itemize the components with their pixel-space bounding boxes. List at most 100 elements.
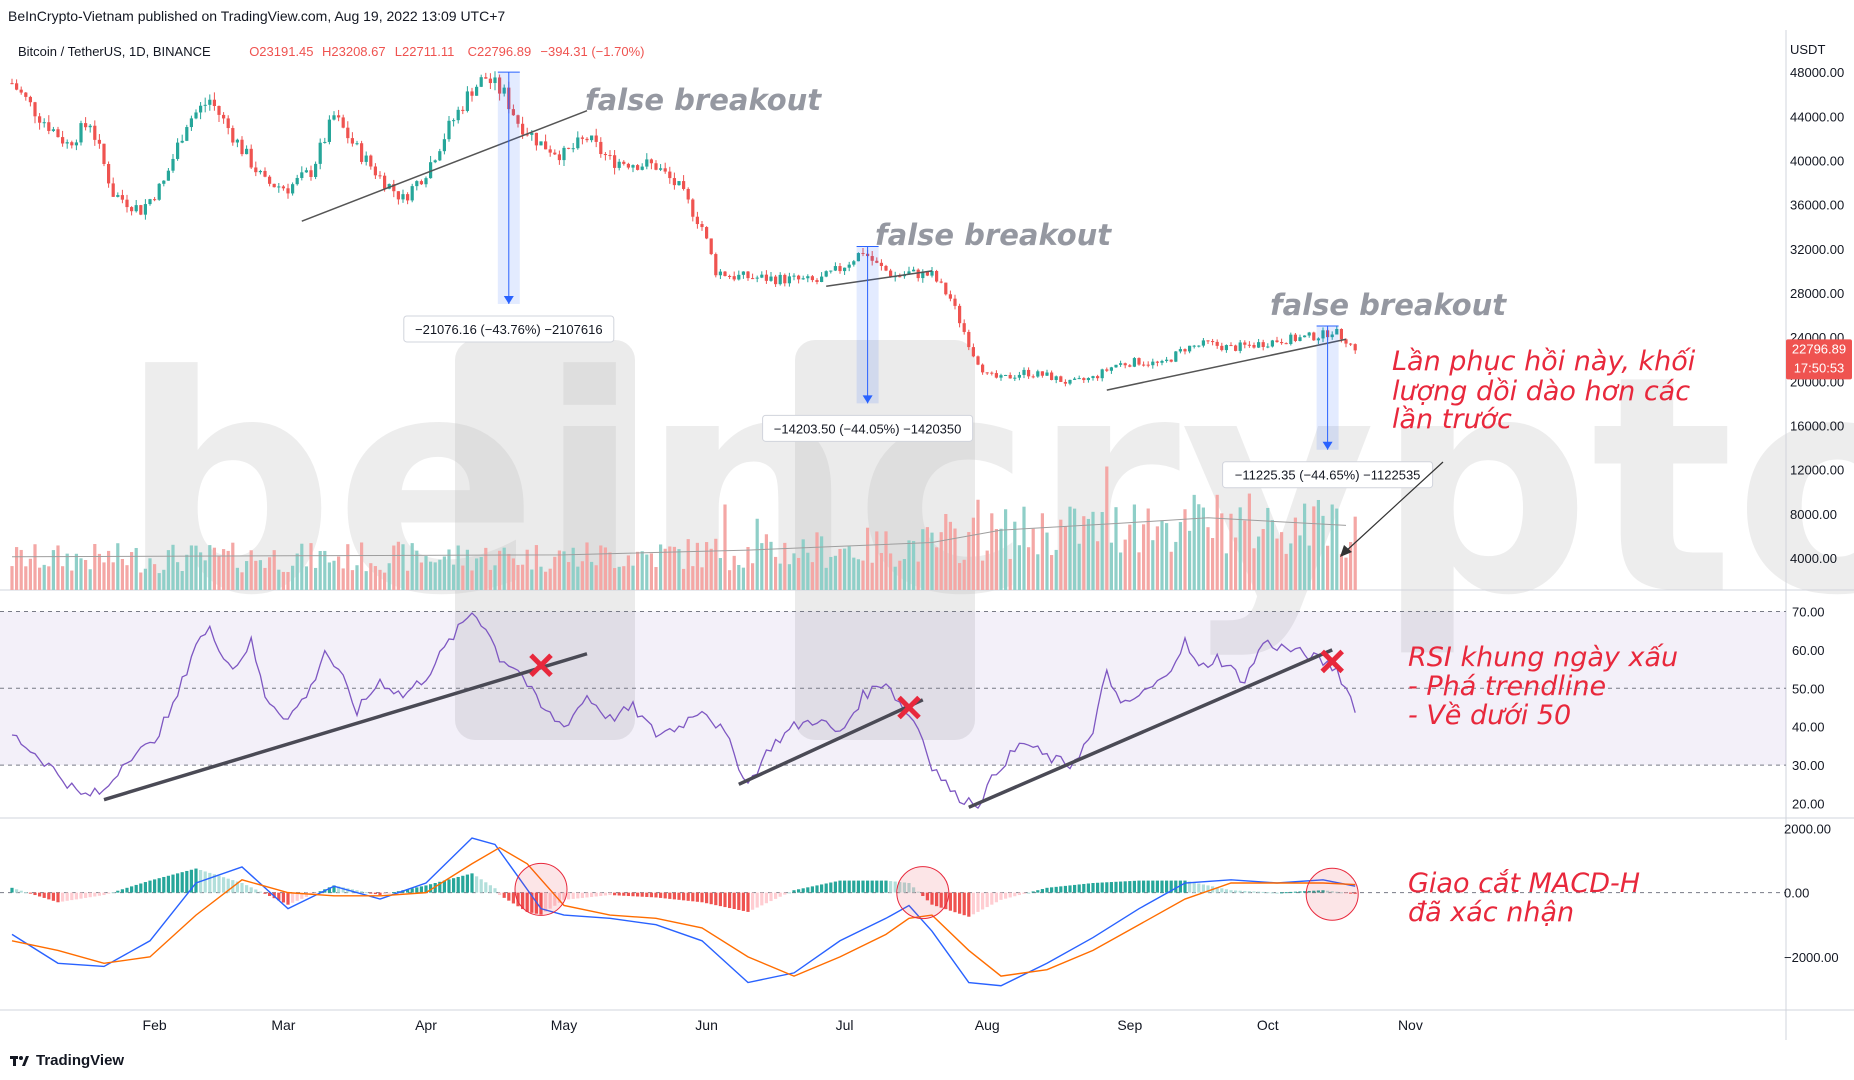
- macd-histogram-bar: [70, 892, 74, 901]
- false-breakout-label-2: false breakout: [875, 218, 1112, 252]
- macd-histogram-bar: [507, 892, 511, 901]
- candle-body: [1054, 376, 1058, 380]
- volume-bar: [226, 550, 230, 590]
- macd-histogram-bar: [61, 892, 65, 902]
- candle-body: [323, 141, 327, 143]
- volume-bar: [70, 570, 74, 590]
- volume-bar: [424, 556, 428, 590]
- macd-histogram-bar: [97, 892, 101, 896]
- volume-bar: [1303, 503, 1307, 590]
- macd-histogram-bar: [263, 892, 267, 894]
- macd-histogram-bar: [245, 885, 249, 893]
- macd-histogram-bar: [663, 892, 667, 899]
- macd-histogram-bar: [1307, 890, 1311, 893]
- measure-tools[interactable]: −21076.16 (−43.76%) −2107616 −14203.50 (−…: [403, 71, 1434, 489]
- macd-histogram-bar: [1183, 880, 1187, 893]
- volume-bar: [562, 551, 566, 590]
- macd-histogram-bar: [1059, 886, 1063, 893]
- rsi-cross-marker-3: [1320, 649, 1344, 674]
- volume-bar: [222, 549, 226, 590]
- candle-body: [971, 347, 975, 357]
- macd-histogram-bar: [1146, 880, 1150, 893]
- volume-bar: [1353, 516, 1357, 590]
- price-candles[interactable]: [10, 71, 1357, 391]
- price-tick-label: 36000.00: [1790, 198, 1844, 213]
- candle-body: [1151, 361, 1155, 366]
- candle-body: [153, 199, 157, 201]
- macd-histogram-bar: [1174, 880, 1178, 893]
- volume-bar: [1045, 532, 1049, 590]
- volume-bar: [392, 545, 396, 590]
- volume-bar: [1022, 506, 1026, 590]
- price-tick-label: 48000.00: [1790, 65, 1844, 80]
- candle-body: [314, 163, 318, 177]
- candle-body: [1091, 376, 1095, 379]
- candle-body: [493, 77, 497, 84]
- volume-bar: [985, 550, 989, 590]
- macd-histogram-bar: [153, 879, 157, 893]
- candle-body: [162, 180, 166, 184]
- macd-histogram-bar: [1229, 890, 1233, 893]
- volume-bar: [93, 544, 97, 590]
- macd-histogram-bar: [714, 892, 718, 906]
- candle-body: [737, 274, 741, 280]
- last-price-box: [1786, 339, 1852, 380]
- macd-histogram-bar: [258, 891, 262, 893]
- candle-body: [1063, 381, 1067, 384]
- candle-body: [360, 143, 364, 162]
- volume-bar: [829, 556, 833, 590]
- volume-bar: [217, 556, 221, 590]
- candle-body: [433, 160, 437, 163]
- candle-body: [65, 142, 69, 144]
- candle-body: [1178, 349, 1182, 352]
- candle-body: [111, 183, 115, 197]
- candle-body: [626, 163, 630, 168]
- volume-bar: [1109, 542, 1113, 590]
- volume-bar: [208, 545, 212, 590]
- volume-note-arrow: [1344, 461, 1444, 553]
- price-tick-label: 8000.00: [1790, 507, 1837, 522]
- candle-body: [1114, 364, 1118, 368]
- macd-histogram-bar: [608, 892, 612, 896]
- volume-bar: [1174, 541, 1178, 590]
- macd-histogram-bar: [902, 882, 906, 893]
- macd-histogram-bar: [1086, 883, 1090, 893]
- candle-body: [608, 155, 612, 157]
- volume-bar: [672, 546, 676, 590]
- candle-body: [1128, 365, 1132, 367]
- macd-histogram-bar: [626, 892, 630, 897]
- trading-chart[interactable]: beincrypto −21076.16 (−43.76%) −2107616−…: [0, 0, 1854, 1050]
- candle-body: [217, 106, 221, 115]
- volume-bar: [861, 560, 865, 590]
- volume-bar: [314, 567, 318, 590]
- volume-bar: [415, 550, 419, 590]
- volume-bar: [981, 560, 985, 590]
- macd-histogram-bar: [498, 892, 502, 896]
- volume-bar: [1008, 558, 1012, 590]
- candle-body: [603, 154, 607, 156]
- macd-histogram-bar: [171, 874, 175, 893]
- macd-pane[interactable]: [0, 837, 1786, 987]
- candle-body: [617, 161, 621, 168]
- rsi-pane[interactable]: [0, 611, 1786, 810]
- candle-body: [677, 181, 681, 186]
- volume-bar: [401, 544, 405, 590]
- candle-body: [1109, 367, 1113, 371]
- macd-histogram-bar: [1349, 892, 1353, 894]
- macd-histogram-bar: [548, 892, 552, 909]
- volume-bar: [346, 544, 350, 590]
- volume-bar: [42, 564, 46, 590]
- tradingview-footer[interactable]: TradingView: [10, 1052, 124, 1069]
- candle-body: [1211, 341, 1215, 343]
- candle-body: [1188, 345, 1192, 352]
- volume-bar: [1339, 553, 1343, 590]
- legend-change: −394.31 (−1.70%): [540, 44, 644, 59]
- candle-body: [654, 163, 658, 170]
- macd-histogram-bar: [1045, 887, 1049, 893]
- symbol-legend: Bitcoin / TetherUS, 1D, BINANCE O23191.45…: [18, 44, 644, 59]
- false-breakout-label-3: false breakout: [1270, 288, 1507, 322]
- macd-histogram-bar: [295, 892, 299, 901]
- candle-body: [884, 265, 888, 271]
- volume-bar: [935, 547, 939, 590]
- macd-histogram-bar: [732, 892, 736, 910]
